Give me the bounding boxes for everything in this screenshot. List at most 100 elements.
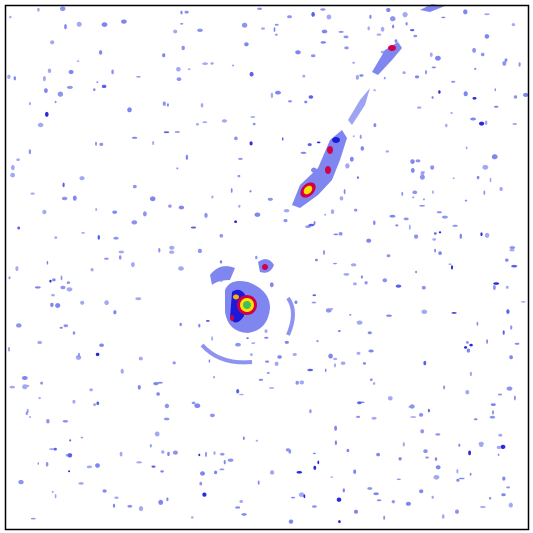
speckle [386, 8, 390, 12]
speckle [127, 505, 132, 508]
speckle [67, 287, 73, 291]
speckle [182, 46, 185, 50]
speckle [68, 453, 73, 457]
speckle [104, 258, 108, 260]
speckle [269, 387, 274, 389]
speckle [63, 420, 69, 423]
speckle [255, 213, 261, 217]
speckle [164, 418, 170, 421]
speckle [456, 479, 459, 482]
speckle [463, 9, 467, 14]
speckle [205, 452, 207, 457]
speckle [349, 314, 351, 316]
speckle [406, 502, 411, 506]
speckle [29, 149, 31, 154]
speckle [121, 369, 124, 374]
speckle [373, 89, 376, 91]
speckle [150, 196, 156, 201]
speckle [22, 376, 28, 380]
speckle [210, 62, 213, 65]
speckle [402, 71, 405, 74]
speckle [465, 200, 468, 202]
speckle [38, 462, 40, 465]
speckle [168, 205, 171, 208]
speckle [425, 457, 429, 459]
speckle [173, 451, 178, 455]
speckle [455, 510, 459, 514]
speckle [275, 362, 279, 366]
speckle [490, 178, 492, 183]
speckle [295, 50, 301, 54]
speckle [139, 357, 143, 361]
speckle [512, 23, 515, 26]
jet-knot [332, 137, 340, 143]
speckle [253, 123, 256, 125]
speckle [466, 146, 468, 149]
speckle [489, 497, 491, 500]
speckle [343, 273, 349, 276]
speckle [291, 497, 295, 499]
speckle [235, 506, 240, 508]
speckle [433, 475, 439, 480]
speckle [361, 275, 363, 278]
speckle [250, 116, 255, 118]
speckle [495, 88, 497, 91]
speckle [404, 218, 409, 221]
speckle [388, 396, 393, 400]
speckle [22, 384, 27, 389]
speckle [131, 262, 135, 267]
speckle [214, 471, 217, 475]
speckle [334, 363, 336, 367]
speckle [485, 34, 490, 39]
speckle [442, 216, 448, 219]
speckle [284, 219, 288, 222]
speckle [432, 496, 434, 499]
speckle [138, 385, 141, 390]
speckle [472, 48, 476, 53]
speckle [357, 176, 359, 179]
speckle [345, 163, 349, 168]
speckle [432, 238, 436, 240]
speckle [99, 50, 102, 54]
speckle [366, 239, 371, 243]
speckle [452, 312, 457, 314]
speckle [304, 494, 306, 498]
speckle [442, 514, 445, 519]
speckle [320, 8, 325, 11]
speckle [509, 503, 513, 508]
speckle [185, 11, 189, 14]
speckle [334, 426, 337, 431]
jet-knot [325, 166, 331, 174]
speckle [498, 454, 500, 457]
speckle [96, 402, 99, 406]
speckle [15, 266, 18, 271]
speckle [311, 12, 315, 17]
speckle [470, 118, 476, 121]
speckle [403, 442, 405, 446]
speckle [333, 263, 337, 265]
speckle [392, 25, 394, 29]
speckle [492, 410, 494, 414]
speckle [196, 123, 199, 126]
speckle [376, 453, 380, 456]
speckle [265, 361, 269, 363]
speckle [161, 450, 164, 453]
speckle [179, 206, 184, 210]
speckle [31, 518, 36, 520]
speckle [353, 470, 356, 474]
speckle [55, 101, 57, 104]
speckle [360, 135, 362, 139]
speckle [73, 331, 76, 335]
speckle [239, 500, 243, 503]
speckle [477, 176, 480, 179]
speckle [238, 158, 243, 160]
speckle [220, 260, 222, 263]
speckle [510, 325, 512, 329]
speckle [211, 336, 213, 340]
speckle [17, 227, 20, 230]
speckle [232, 65, 234, 67]
speckle [52, 491, 54, 493]
speckle [54, 448, 57, 451]
speckle [220, 234, 224, 238]
speckle [176, 67, 181, 72]
